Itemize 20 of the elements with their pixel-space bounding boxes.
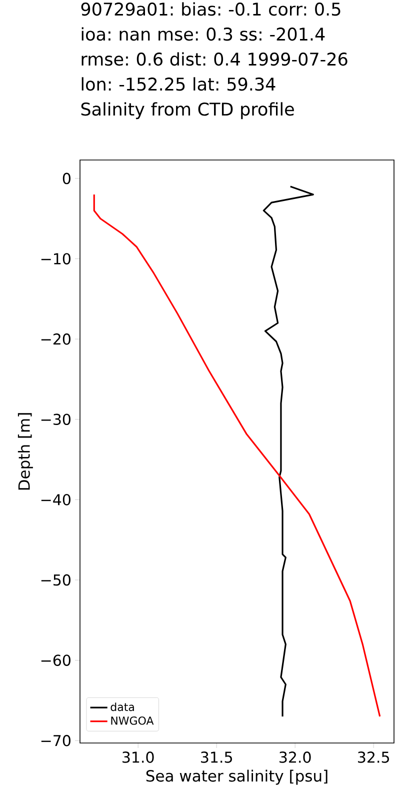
line-series <box>262 186 314 718</box>
chart-title: 90729a01: bias: -0.1 corr: 0.5 ioa: nan mse: 0.3 ss: -201.4 rmse: 0.6 dist: 0.4 1999-07-26 lon: -152.25 lat: 59.34 <box>81 2 348 91</box>
x-tick-label: 31.0 <box>122 752 154 763</box>
chart-subtitle: Salinity from CTD profile <box>81 102 294 120</box>
y-tick-label: 0 <box>62 172 70 184</box>
legend-label: data <box>110 702 134 712</box>
y-tick-label: −60 <box>41 654 70 666</box>
y-tick-label: −40 <box>41 494 70 506</box>
y-axis-title: Depth [m] <box>18 413 33 490</box>
x-tick-label: 31.5 <box>201 752 232 763</box>
y-tick-label: −20 <box>41 333 70 345</box>
x-tick-label: 32.5 <box>358 752 389 763</box>
legend-label: NWGOA <box>111 716 154 725</box>
y-tick-label: −70 <box>41 734 70 746</box>
x-axis-title: Sea water salinity [psu] <box>146 770 328 785</box>
line-series <box>93 194 381 718</box>
x-tick-label: 32.0 <box>280 752 311 763</box>
y-tick-label: −10 <box>41 253 70 264</box>
y-tick-label: −30 <box>41 414 70 426</box>
y-tick-label: −50 <box>41 574 70 586</box>
